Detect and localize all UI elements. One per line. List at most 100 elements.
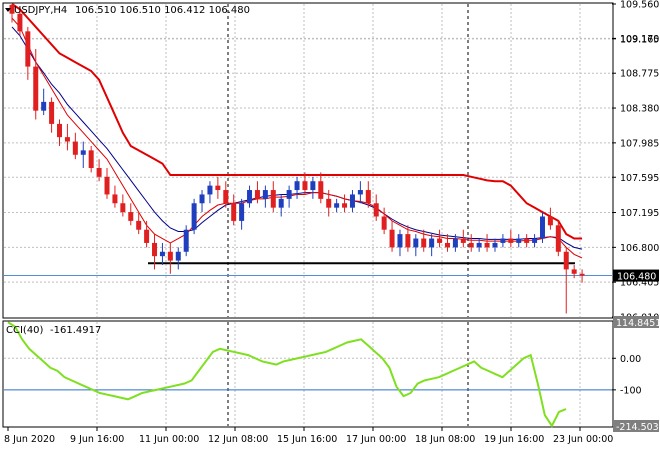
- time-tick-label: 8 Jun 2020: [4, 434, 55, 445]
- candle-body: [547, 216, 553, 226]
- candle-body: [144, 229, 150, 243]
- candle-body: [444, 242, 450, 248]
- candle-body: [112, 194, 118, 204]
- candle-body: [508, 238, 514, 243]
- candle-body: [302, 181, 308, 191]
- candle-body: [33, 66, 39, 111]
- candle-body: [555, 225, 561, 252]
- candle-body: [239, 203, 245, 221]
- candle-body: [500, 238, 506, 243]
- candle-body: [191, 203, 197, 230]
- candle-body: [128, 212, 134, 221]
- candle-body: [539, 216, 545, 239]
- candle-body: [524, 238, 530, 243]
- candle-body: [437, 238, 443, 243]
- price-tick-label: 107.195: [620, 208, 659, 219]
- candle-body: [262, 190, 268, 199]
- candle-body: [405, 234, 411, 248]
- candle-body: [421, 238, 427, 248]
- candle-body: [278, 198, 284, 208]
- candle-body: [207, 185, 213, 195]
- current-price-badge: [613, 269, 659, 282]
- cci-line: [7, 321, 567, 428]
- candle-body: [25, 31, 31, 67]
- price-tick-label: 109.170: [620, 34, 659, 45]
- candle-body: [96, 167, 102, 177]
- candle-body: [571, 269, 577, 274]
- candle-body: [492, 242, 498, 248]
- candle-body: [294, 181, 300, 191]
- current-price-label: 106.480: [617, 272, 656, 283]
- time-tick-label: 15 Jun 16:00: [277, 434, 337, 445]
- candle-body: [429, 238, 435, 248]
- cci-label: CCI(40): [6, 325, 44, 336]
- candle-body: [357, 190, 363, 195]
- cci-scale-badge: [613, 316, 659, 328]
- candle-body: [183, 229, 189, 252]
- candles-layer: [9, 4, 585, 314]
- price-tick-label: 106.405: [620, 278, 659, 289]
- candle-body: [365, 190, 371, 204]
- cci-scale-label: -100: [620, 385, 642, 396]
- cci-panel-frame: [2, 320, 614, 428]
- candle-body: [460, 238, 466, 243]
- candle-body: [468, 242, 474, 248]
- symbol-label: USDJPY,H4: [14, 5, 67, 16]
- triangle-down-icon[interactable]: [5, 8, 11, 12]
- main-panel-frame: [2, 2, 614, 319]
- candle-body: [72, 141, 78, 155]
- candle-body: [104, 176, 110, 195]
- candle-body: [152, 242, 158, 257]
- candle-body: [397, 234, 403, 248]
- price-tick-label: 109.560: [620, 0, 659, 11]
- time-tick-label: 23 Jun 00:00: [553, 434, 613, 445]
- candle-body: [41, 101, 47, 111]
- candle-body: [310, 181, 316, 191]
- candle-body: [64, 137, 70, 142]
- candle-body: [215, 185, 221, 191]
- candle-body: [563, 251, 569, 270]
- candle-body: [57, 123, 63, 138]
- price-tick-label: 106.800: [620, 243, 659, 254]
- candle-body: [175, 251, 181, 261]
- candle-body: [270, 190, 276, 208]
- candle-body: [342, 203, 348, 208]
- candle-body: [17, 13, 23, 32]
- candle-body: [349, 194, 355, 208]
- candle-body: [49, 101, 55, 124]
- candle-body: [476, 242, 482, 248]
- candle-body: [452, 238, 458, 248]
- candle-body: [231, 203, 237, 221]
- candle-body: [88, 150, 94, 168]
- candle-body: [413, 238, 419, 248]
- candle-body: [532, 238, 538, 243]
- price-tick-label: 108.380: [620, 104, 659, 115]
- time-tick-label: 19 Jun 16:00: [484, 434, 544, 445]
- cci-scale-badge: [613, 420, 659, 432]
- candle-body: [120, 203, 126, 213]
- candle-body: [9, 4, 15, 14]
- candle-body: [318, 181, 324, 199]
- ohlc-values: 106.510 106.510 106.412 106.480: [75, 5, 250, 16]
- candle-body: [381, 216, 387, 230]
- candle-body: [80, 150, 86, 155]
- time-tick-label: 18 Jun 08:00: [415, 434, 475, 445]
- grid-layer: [4, 4, 612, 426]
- cci-scale-label: -214.5032: [616, 422, 660, 433]
- price-tick-label: 108.775: [620, 69, 659, 80]
- candle-body: [516, 238, 522, 243]
- candle-body: [167, 251, 173, 261]
- candle-body: [326, 198, 332, 208]
- price-tick-label: 107.985: [620, 138, 659, 149]
- candle-body: [579, 273, 585, 276]
- time-tick-label: 9 Jun 16:00: [70, 434, 124, 445]
- candle-body: [286, 190, 292, 199]
- candle-body: [334, 203, 340, 208]
- cci-scale-label: 0.00: [620, 354, 641, 365]
- cci-scale-label: 114.8451: [616, 318, 660, 329]
- cci-value: -161.4917: [50, 325, 101, 336]
- candle-body: [254, 190, 260, 199]
- envelope-upper-line: [11, 3, 583, 240]
